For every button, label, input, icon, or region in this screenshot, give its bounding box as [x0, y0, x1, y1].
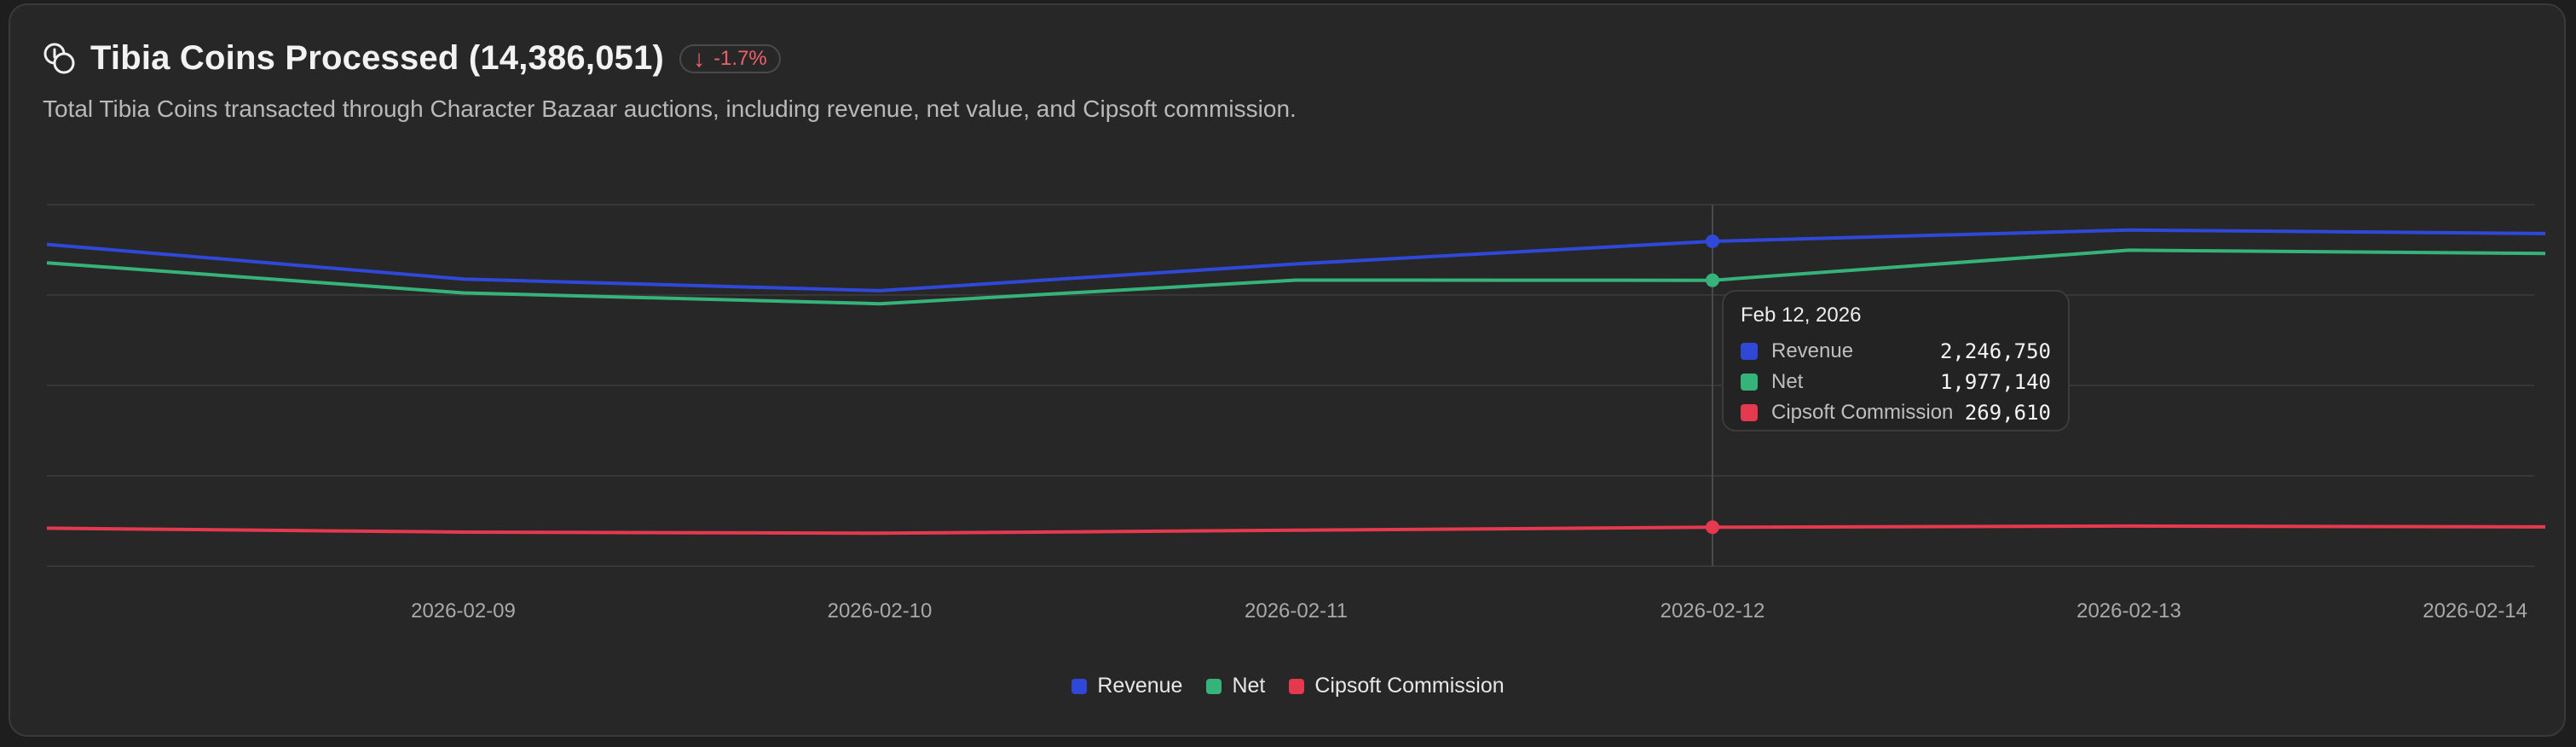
revenue-swatch [1071, 678, 1088, 694]
tooltip-row-net: Net 1,977,140 [1741, 367, 2051, 397]
x-tick-label: 2026-02-09 [411, 599, 516, 622]
revenue-hover-point[interactable] [1706, 234, 1719, 248]
legend-item-net[interactable]: Net [1206, 674, 1265, 698]
tooltip-label: Cipsoft Commission [1771, 401, 1954, 424]
delta-value: -1.7% [713, 46, 767, 70]
chart-tooltip: Feb 12, 2026 Revenue 2,246,750 Net 1,977… [1722, 290, 2070, 431]
coins-icon [43, 43, 75, 73]
legend-item-commission[interactable]: Cipsoft Commission [1289, 674, 1505, 698]
tooltip-row-revenue: Revenue 2,246,750 [1741, 336, 2051, 367]
net-hover-point[interactable] [1706, 273, 1719, 287]
card-description: Total Tibia Coins transacted through Cha… [43, 96, 1297, 122]
tooltip-value: 2,246,750 [1939, 339, 2051, 363]
grid-lines [47, 204, 2534, 567]
hover-points [1706, 234, 1719, 535]
x-tick-label: 2026-02-10 [828, 599, 933, 622]
line-chart: 2026-02-09 2026-02-10 2026-02-11 2026-02-12… [46, 204, 2546, 622]
tooltip-row-commission: Cipsoft Commission 269,610 [1741, 397, 2051, 428]
chart-card [9, 3, 2566, 737]
tooltip-value: 269,610 [1964, 401, 2051, 425]
legend-label: Net [1232, 674, 1266, 698]
revenue-line[interactable] [46, 228, 2546, 292]
net-line[interactable] [46, 248, 2546, 306]
x-tick-label: 2026-02-11 [1245, 599, 1348, 622]
net-swatch [1206, 678, 1222, 694]
commission-swatch [1289, 678, 1305, 694]
legend-label: Cipsoft Commission [1314, 674, 1505, 698]
x-tick-label: 2026-02-12 [1661, 599, 1765, 622]
delta-badge: ↓ -1.7% [679, 43, 781, 73]
commission-hover-point[interactable] [1706, 520, 1719, 535]
card-header: Tibia Coins Processed (14,386,051) ↓ -1.… [41, 39, 781, 78]
series-lines [46, 228, 2546, 536]
tooltip-value: 1,977,140 [1939, 370, 2051, 394]
chart-legend: Revenue Net Cipsoft Commission [0, 674, 2576, 698]
x-tick-label: 2026-02-14 [2423, 599, 2527, 622]
legend-item-revenue[interactable]: Revenue [1071, 674, 1182, 698]
commission-line[interactable] [46, 524, 2546, 536]
tooltip-date: Feb 12, 2026 [1741, 304, 1862, 327]
x-tick-label: 2026-02-13 [2076, 599, 2181, 622]
tooltip-label: Net [1771, 370, 1804, 393]
commission-swatch [1741, 404, 1758, 421]
x-axis: 2026-02-09 2026-02-10 2026-02-11 2026-02-12… [411, 599, 2527, 622]
card-title: Tibia Coins Processed (14,386,051) [90, 39, 665, 77]
net-swatch [1741, 374, 1758, 391]
arrow-down-icon: ↓ [693, 44, 706, 72]
revenue-swatch [1741, 343, 1758, 360]
legend-label: Revenue [1097, 674, 1183, 698]
tooltip-label: Revenue [1771, 339, 1854, 362]
